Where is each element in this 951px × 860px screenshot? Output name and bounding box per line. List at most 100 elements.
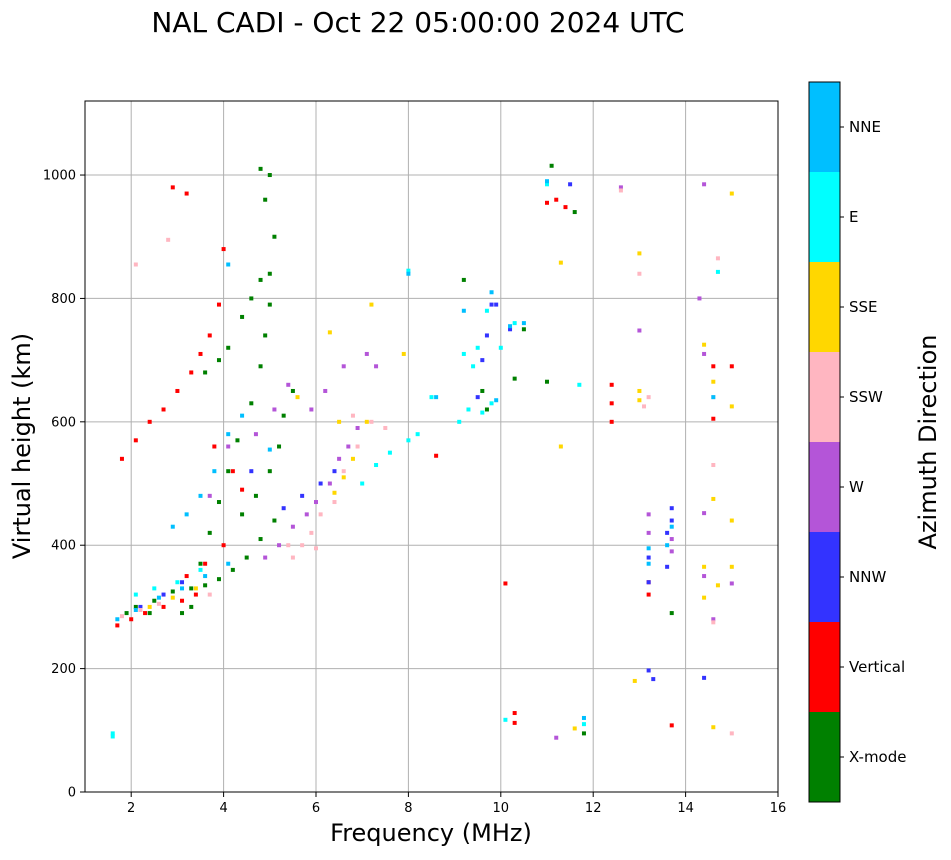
data-point	[475, 395, 480, 400]
data-point	[115, 617, 120, 622]
data-point	[508, 327, 513, 332]
data-point	[161, 407, 166, 412]
data-point	[175, 388, 180, 393]
data-point	[221, 247, 226, 252]
data-point	[729, 364, 734, 369]
data-point	[711, 496, 716, 501]
data-point	[184, 574, 189, 579]
data-point	[253, 493, 258, 498]
data-point	[110, 731, 115, 736]
data-point	[253, 432, 258, 437]
data-point	[457, 419, 462, 424]
data-point	[184, 191, 189, 196]
data-point	[152, 598, 157, 603]
x-tick-label: 2	[127, 801, 135, 816]
y-tick-label: 200	[51, 662, 76, 677]
data-point	[198, 493, 203, 498]
data-point	[715, 256, 720, 261]
data-point	[147, 604, 152, 609]
data-point	[711, 463, 716, 468]
data-point	[434, 453, 439, 458]
data-point	[203, 574, 208, 579]
data-point	[498, 345, 503, 350]
data-point	[669, 611, 674, 616]
data-point	[697, 296, 702, 301]
data-point	[267, 447, 272, 452]
x-axis-ticks: 2 4 6 8 10 12 14 16	[127, 792, 786, 816]
data-point	[711, 725, 716, 730]
data-point	[651, 677, 656, 682]
data-point	[249, 469, 254, 474]
data-point	[138, 604, 143, 609]
data-point	[512, 720, 517, 725]
y-axis-ticks: 0 200 400 600 800 1000	[43, 169, 85, 801]
data-point	[314, 546, 318, 551]
data-point	[646, 561, 651, 566]
data-point	[360, 481, 365, 486]
data-point	[637, 328, 642, 333]
series-ssw	[119, 188, 734, 736]
data-point	[124, 611, 129, 616]
data-point	[133, 604, 138, 609]
data-point	[119, 456, 124, 461]
data-point	[216, 577, 221, 582]
x-tick-label: 16	[770, 801, 787, 816]
data-point	[461, 351, 466, 356]
data-point	[198, 567, 203, 572]
data-point	[387, 450, 392, 455]
data-point	[558, 260, 563, 265]
data-point	[207, 333, 212, 338]
data-point	[170, 185, 175, 190]
x-tick-label: 12	[585, 801, 602, 816]
data-point	[309, 407, 314, 412]
data-point	[133, 592, 138, 597]
data-point	[609, 419, 614, 424]
data-point	[240, 413, 245, 418]
series-sse	[147, 191, 734, 731]
data-point	[471, 364, 476, 369]
data-point	[702, 182, 707, 187]
data-point	[461, 277, 466, 282]
colorbar-segment	[809, 262, 840, 352]
data-point	[512, 376, 517, 381]
data-point	[277, 444, 282, 449]
chart-title: NAL CADI - Oct 22 05:00:00 2024 UTC	[151, 6, 684, 39]
data-point	[207, 530, 212, 535]
colorbar-tick-label: NNW	[849, 568, 886, 586]
data-point	[216, 500, 221, 505]
data-point	[461, 308, 466, 313]
data-point	[180, 611, 185, 616]
data-point	[702, 595, 707, 600]
y-tick-label: 1000	[43, 169, 76, 184]
data-point	[295, 395, 300, 400]
colorbar-tick-label: NNE	[849, 118, 881, 136]
data-point	[193, 592, 198, 597]
series-vertical	[115, 185, 734, 728]
data-point	[715, 583, 720, 588]
colorbar: X-mode Vertical NNW W SSW SSE E NNE	[808, 81, 906, 803]
series-e	[110, 182, 720, 739]
x-axis-label: Frequency (MHz)	[330, 819, 532, 847]
data-point	[115, 623, 120, 628]
data-point	[189, 586, 194, 591]
data-point	[415, 432, 420, 437]
plot-frame	[84, 100, 779, 793]
data-point	[549, 163, 554, 168]
data-point	[263, 197, 268, 202]
data-point	[729, 191, 734, 196]
data-point	[406, 268, 411, 273]
data-point	[180, 580, 185, 585]
data-point	[637, 251, 642, 256]
data-point	[494, 302, 499, 307]
data-point	[272, 234, 277, 239]
data-point	[466, 407, 471, 412]
data-point	[327, 481, 332, 486]
data-point	[277, 543, 282, 548]
data-point	[484, 308, 489, 313]
colorbar-tick-label: SSE	[849, 298, 878, 316]
data-point	[489, 290, 494, 295]
data-point	[545, 179, 549, 184]
series-w	[207, 182, 734, 740]
data-point	[711, 364, 716, 369]
